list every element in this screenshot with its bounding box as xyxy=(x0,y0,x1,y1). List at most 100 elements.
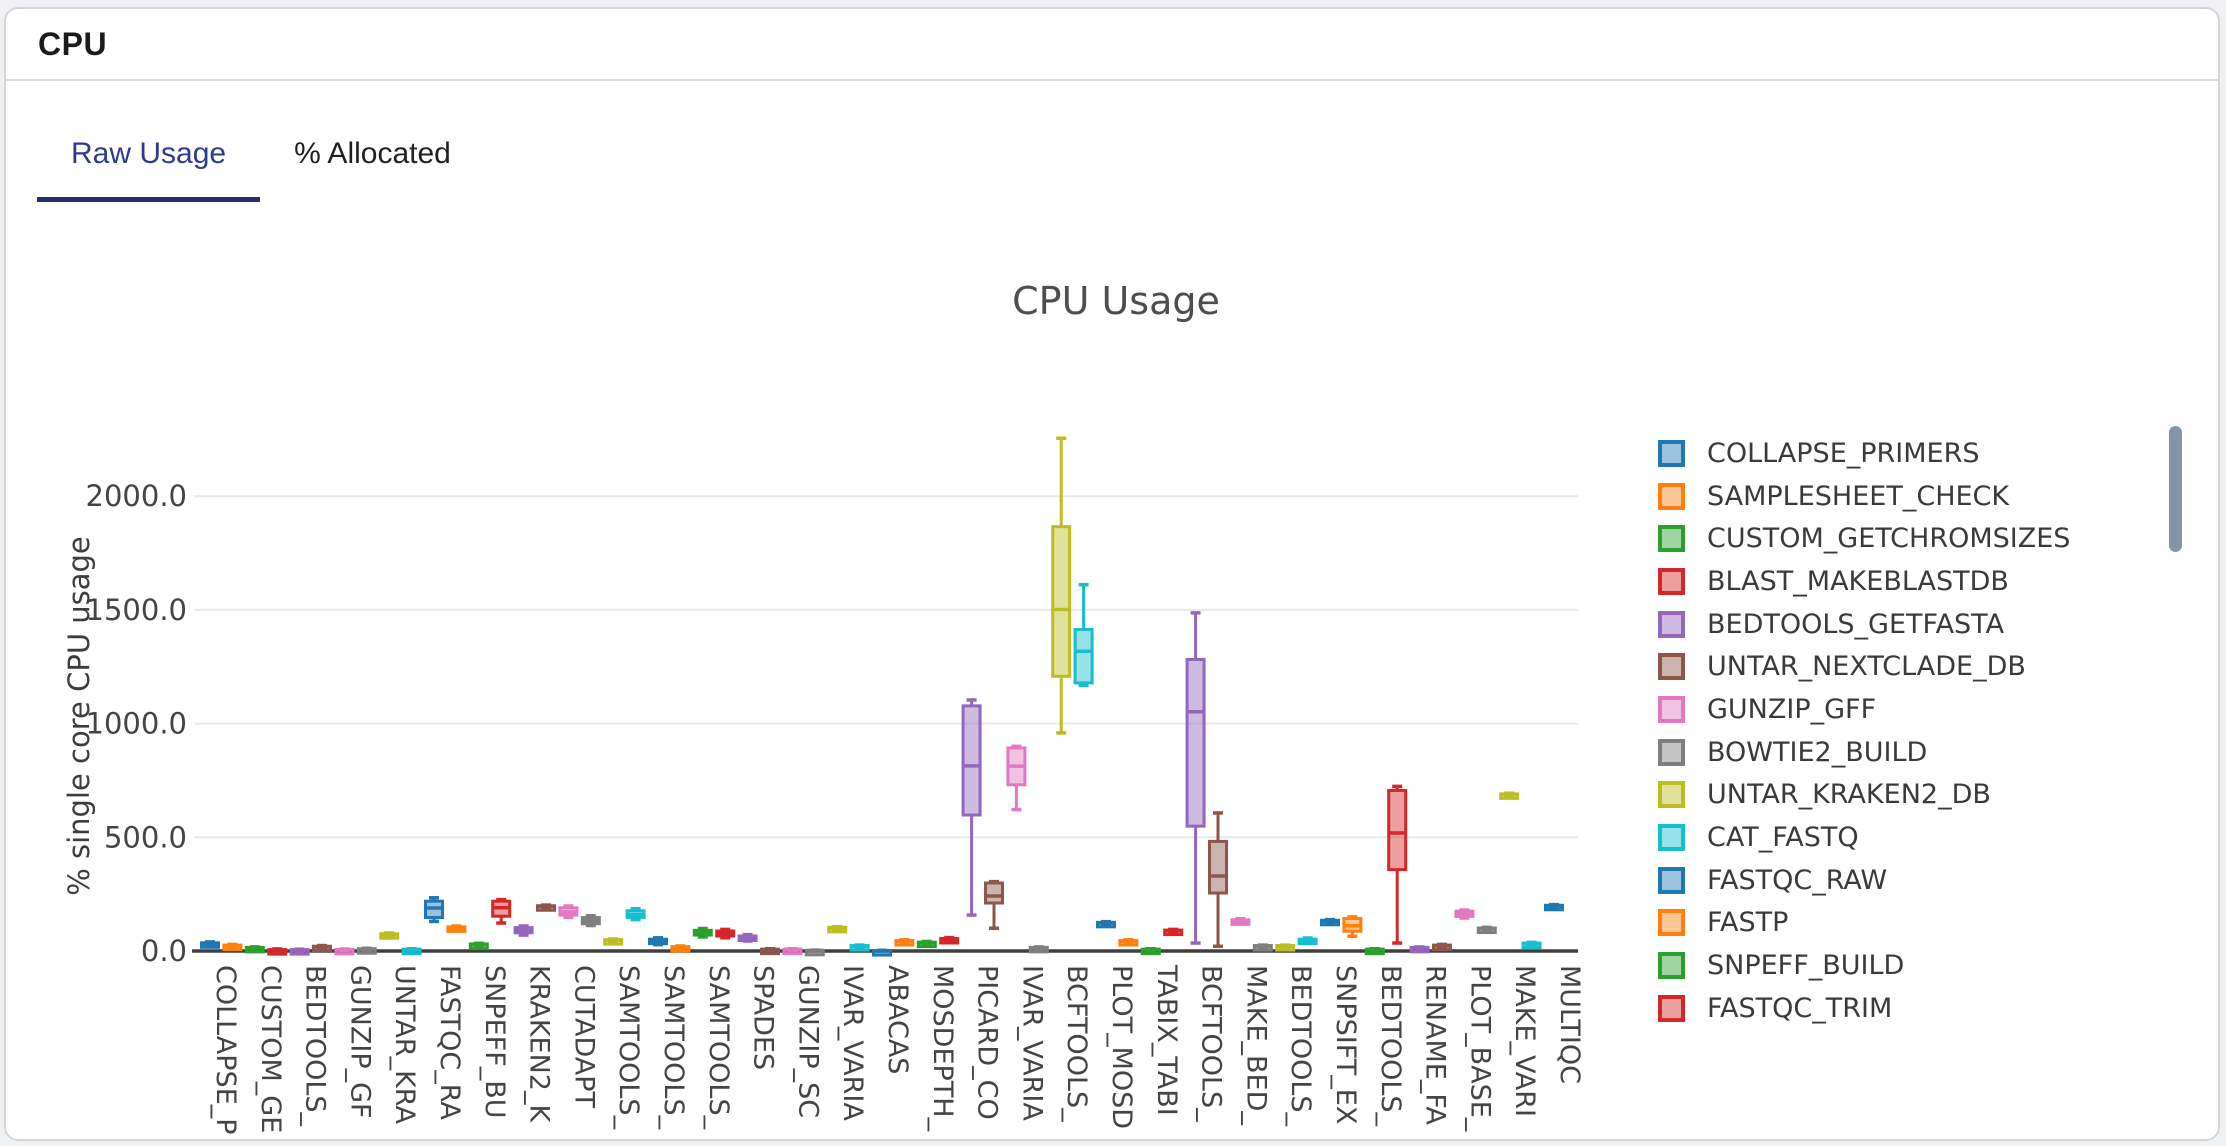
x-tick-label: PLOT_MOSD xyxy=(1106,965,1137,1129)
box-plot[interactable]: BCFTOOLS_ xyxy=(1185,611,1227,1122)
box-plot[interactable] xyxy=(625,906,646,922)
box-plot[interactable] xyxy=(1387,784,1408,945)
legend-item[interactable]: SAMPLESHEET_CHECK xyxy=(1658,481,2070,512)
box-plot[interactable]: MULTIQC xyxy=(1544,902,1586,1084)
box-plot[interactable]: UNTAR_KRA xyxy=(379,931,421,1124)
box-plot[interactable] xyxy=(894,938,915,947)
legend-scrollbar-thumb[interactable] xyxy=(2169,426,2182,552)
box-plot[interactable]: GUNZIP_GF xyxy=(334,947,376,1119)
box-plot[interactable]: IVAR_VARIA xyxy=(1006,744,1048,1121)
box-plot[interactable]: BEDTOOLS_ xyxy=(289,947,331,1127)
box-plot[interactable] xyxy=(580,914,601,928)
legend-item[interactable]: COLLAPSE_PRIMERS xyxy=(1658,438,2070,469)
box-plot[interactable] xyxy=(760,946,780,956)
box-plot[interactable]: CUTADAPT xyxy=(558,904,600,1109)
y-tick-label: 500.0 xyxy=(104,820,187,854)
legend-swatch xyxy=(1658,824,1685,852)
legend-item[interactable]: FASTQC_RAW xyxy=(1658,865,2070,896)
box-plot[interactable]: IVAR_VARIA xyxy=(827,924,869,1122)
box-plot[interactable] xyxy=(984,879,1004,931)
legend-item[interactable]: CUSTOM_GETCHROMSIZES xyxy=(1658,523,2070,554)
box-plot[interactable]: SAMTOOLS_ xyxy=(603,937,645,1130)
box-plot[interactable] xyxy=(1208,811,1228,948)
legend-item[interactable]: UNTAR_NEXTCLADE_DB xyxy=(1658,651,2070,682)
box-plot[interactable]: SNPSIFT_EX xyxy=(1320,917,1362,1125)
box-plot[interactable] xyxy=(1342,915,1363,938)
box-plot[interactable] xyxy=(1521,940,1542,950)
legend-swatch xyxy=(1658,439,1685,467)
box-plot[interactable]: MOSDEPTH_ xyxy=(916,939,958,1132)
x-tick-label: KRAKEN2_K xyxy=(524,965,555,1123)
legend-item[interactable]: BEDTOOLS_GETFASTA xyxy=(1658,609,2070,640)
x-tick-label: CUSTOM_GE xyxy=(255,965,286,1133)
legend-item[interactable]: GUNZIP_GFF xyxy=(1658,694,2070,725)
box-plot[interactable]: PICARD_CO xyxy=(961,698,1003,1120)
box-plot[interactable] xyxy=(401,946,422,956)
box-plot[interactable]: TABIX_TABI xyxy=(1140,946,1182,1116)
x-tick-label: CUTADAPT xyxy=(568,965,599,1109)
box-plot[interactable]: FASTQC_RA xyxy=(424,896,466,1121)
box-plot[interactable]: MAKE_VARI xyxy=(1499,791,1541,1117)
box-plot[interactable] xyxy=(804,948,825,957)
legend-item-label: SNPEFF_BUILD xyxy=(1707,950,1905,982)
box-plot[interactable] xyxy=(1028,945,1049,954)
box-plot[interactable]: ABACAS xyxy=(872,948,914,1074)
box-plot[interactable] xyxy=(1252,943,1273,952)
legend-item[interactable]: FASTQC_TRIM xyxy=(1658,993,2070,1024)
legend-item[interactable]: CAT_FASTQ xyxy=(1658,822,2070,853)
legend-item[interactable]: BLAST_MAKEBLASTDB xyxy=(1658,566,2070,597)
box-plot[interactable]: SAMTOOLS_ xyxy=(692,926,734,1130)
box-plot[interactable] xyxy=(715,927,736,940)
box-plot[interactable] xyxy=(312,943,332,953)
box-plot[interactable] xyxy=(222,942,243,952)
box-plot[interactable] xyxy=(1118,938,1139,947)
legend-item-label: BLAST_MAKEBLASTDB xyxy=(1707,565,2009,597)
box-plot[interactable] xyxy=(267,947,288,956)
box-plot[interactable] xyxy=(849,943,870,952)
box-plot[interactable]: PLOT_BASE_ xyxy=(1454,908,1496,1132)
x-tick-label: MULTIQC xyxy=(1554,965,1585,1084)
legend-item[interactable]: BOWTIE2_BUILD xyxy=(1658,737,2070,768)
box-plot[interactable]: GUNZIP_SC xyxy=(782,946,824,1118)
x-tick-label: PLOT_BASE_ xyxy=(1464,965,1495,1132)
x-tick-label: SPADES xyxy=(748,965,779,1070)
box-plot[interactable]: CUSTOM_GE xyxy=(244,945,286,1133)
box-plot[interactable]: SAMTOOLS_ xyxy=(648,936,690,1130)
box-plot[interactable] xyxy=(1432,942,1452,952)
box-plot[interactable] xyxy=(1476,925,1497,935)
legend-item[interactable]: UNTAR_KRAKEN2_DB xyxy=(1658,779,2070,810)
tab-raw-usage[interactable]: Raw Usage xyxy=(37,137,261,202)
legend-swatch xyxy=(1658,653,1685,681)
box-plot[interactable]: PLOT_MOSD xyxy=(1096,919,1138,1129)
box-plot[interactable] xyxy=(939,935,960,945)
legend-swatch xyxy=(1658,738,1685,766)
legend-item[interactable]: SNPEFF_BUILD xyxy=(1658,950,2070,981)
box-plot[interactable] xyxy=(446,924,467,933)
box-plot[interactable] xyxy=(1163,927,1184,937)
legend-swatch xyxy=(1658,567,1685,595)
legend-item-label: SAMPLESHEET_CHECK xyxy=(1707,480,2010,512)
x-tick-label: BEDTOOLS_ xyxy=(1285,965,1316,1127)
box-plot[interactable]: RENAME_FA xyxy=(1409,945,1451,1125)
box-plot[interactable]: BEDTOOLS_ xyxy=(1364,946,1406,1127)
box-plot[interactable] xyxy=(536,903,556,912)
box-plot[interactable] xyxy=(1073,582,1094,688)
x-tick-label: PICARD_CO xyxy=(972,965,1003,1120)
box-plot[interactable] xyxy=(491,897,512,925)
legend-item-label: GUNZIP_GFF xyxy=(1707,693,1877,725)
box-plot[interactable] xyxy=(670,944,691,953)
x-tick-label: MAKE_VARI xyxy=(1509,965,1540,1117)
box-plot[interactable]: SPADES xyxy=(737,932,779,1071)
box-plot[interactable]: BCFTOOLS_ xyxy=(1051,436,1093,1122)
box-plot[interactable] xyxy=(356,946,377,955)
box-plot[interactable]: MAKE_BED_ xyxy=(1230,916,1272,1126)
box-plot[interactable] xyxy=(1297,936,1318,946)
legend-swatch xyxy=(1658,994,1685,1022)
x-tick-label: IVAR_VARIA xyxy=(1016,965,1047,1121)
legend-item[interactable]: FASTP xyxy=(1658,907,2070,938)
box-plot[interactable]: KRAKEN2_K xyxy=(513,924,555,1123)
tab-percent-allocated[interactable]: % Allocated xyxy=(294,137,451,170)
box-plot[interactable]: BEDTOOLS_ xyxy=(1275,943,1317,1127)
box-plot[interactable]: COLLAPSE_P xyxy=(200,940,242,1135)
box-plot[interactable]: SNPEFF_BU xyxy=(468,941,510,1119)
